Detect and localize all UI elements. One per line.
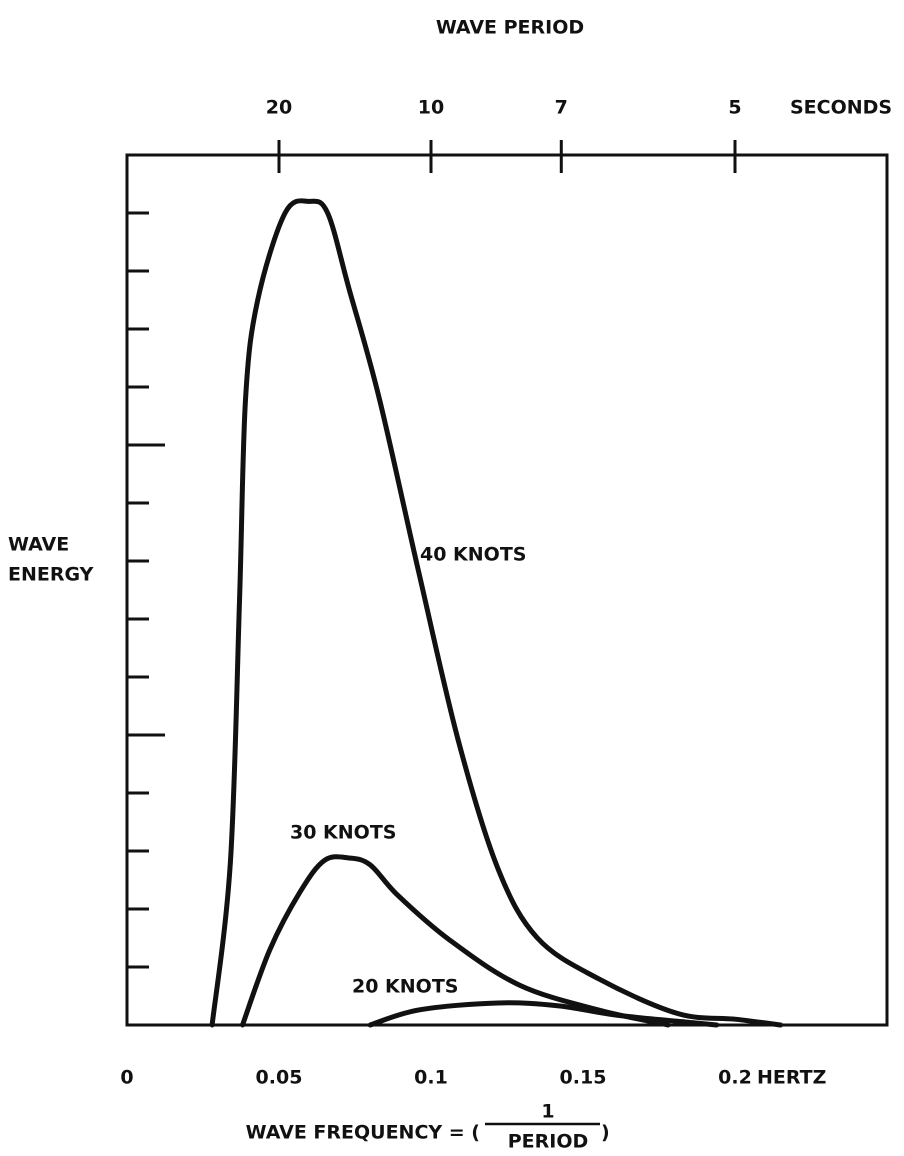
x2-tick-label: 5 — [728, 97, 741, 119]
series-label: 30 KNOTS — [290, 822, 396, 844]
x2-tick-label: 20 — [266, 97, 292, 119]
series-line — [240, 854, 671, 1028]
series-label: 20 KNOTS — [352, 976, 458, 998]
x-axis-label-close: ) — [601, 1122, 610, 1144]
x-tick-label: 0.2 — [718, 1067, 752, 1089]
series-line — [367, 1000, 720, 1028]
series-label: 40 KNOTS — [420, 544, 526, 566]
x-axis-label: WAVE FREQUENCY = ( — [246, 1122, 480, 1144]
x2-tick-label: 10 — [418, 97, 444, 119]
plot-frame — [125, 153, 889, 1027]
x-tick-label: 0 — [120, 1067, 133, 1089]
x-tick-label: 0.05 — [256, 1067, 303, 1089]
x-axis-label-numerator: 1 — [541, 1101, 554, 1123]
y-axis-label: WAVE — [8, 534, 69, 556]
x2-tick-label: 7 — [555, 97, 568, 119]
x-unit-label: HERTZ — [757, 1067, 826, 1089]
y-axis-label: ENERGY — [8, 564, 94, 586]
x-tick-label: 0.15 — [560, 1067, 607, 1089]
x-tick-label: 0.1 — [414, 1067, 448, 1089]
series-line — [209, 198, 784, 1028]
x2-axis-label: SECONDS — [790, 97, 892, 119]
chart-title: WAVE PERIOD — [436, 17, 584, 39]
x-axis-label-denominator: PERIOD — [508, 1131, 589, 1153]
